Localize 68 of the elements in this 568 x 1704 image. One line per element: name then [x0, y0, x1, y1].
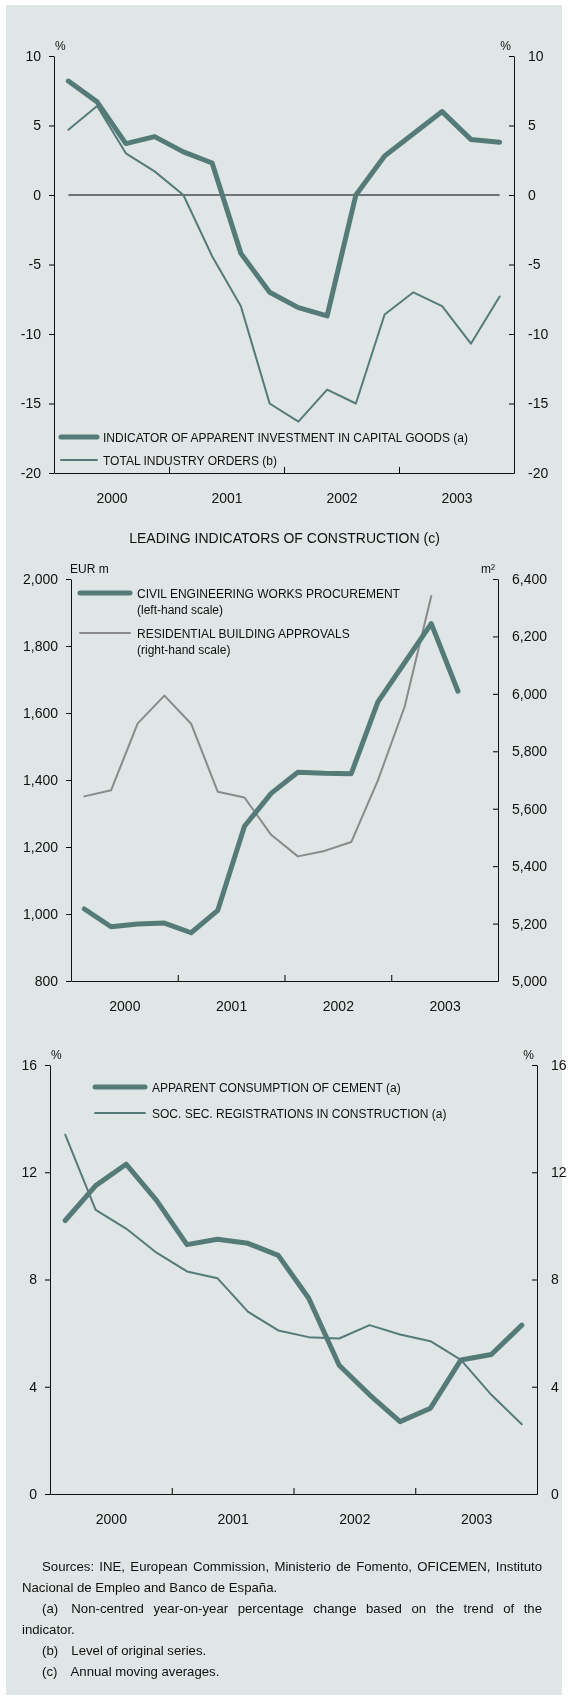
x-tick-label: 2000 — [95, 1510, 128, 1527]
y2-tick-label: 4 — [551, 1378, 559, 1395]
y-tick-label: -15 — [20, 395, 42, 412]
y-tick-label: -20 — [20, 464, 42, 481]
y2-tick-label: 5,200 — [512, 915, 548, 932]
y-tick-label: 800 — [34, 972, 59, 989]
y2-tick-label: -15 — [528, 395, 549, 412]
x-tick-label: 2002 — [326, 489, 358, 506]
y-tick-label: 1,200 — [22, 838, 59, 855]
y2-tick-label: 5,800 — [512, 743, 548, 760]
y2-tick-label: 6,000 — [512, 685, 548, 702]
legend-label: INDICATOR OF APPARENT INVESTMENT IN CAPITAL GOODS (a) — [103, 430, 468, 445]
y-axis-title: % — [51, 1048, 62, 1062]
x-tick-label: 2003 — [441, 489, 473, 506]
y-tick-label: 0 — [29, 1485, 38, 1502]
y-tick-label: -5 — [28, 256, 42, 273]
legend-label: APPARENT CONSUMPTION OF CEMENT (a) — [152, 1080, 401, 1095]
y-tick-label: 10 — [25, 47, 42, 64]
y-tick-label: 1,000 — [22, 905, 59, 922]
y2-tick-label: 0 — [528, 186, 536, 203]
x-tick-label: 2001 — [217, 1510, 249, 1527]
source-note: Sources: INE, European Commission, Ministerio de Fomento, OFICEMEN, Instituto Nacional de Empleo and Banco de España. — [22, 1558, 542, 1597]
y2-tick-label: 10 — [528, 47, 544, 64]
y-tick-label: 12 — [21, 1164, 38, 1181]
y2-tick-label: 6,400 — [512, 570, 548, 587]
y2-tick-label: 5,000 — [512, 972, 548, 989]
y-tick-label: 5 — [33, 117, 42, 134]
chart-title: LEADING INDICATORS OF CONSTRUCTION (c) — [129, 530, 440, 546]
y2-tick-label: 6,200 — [512, 628, 548, 645]
y-axis-title: EUR m — [70, 562, 109, 576]
y2-tick-label: -5 — [528, 256, 541, 273]
y2-axis-title: % — [523, 1048, 535, 1062]
y-tick-label: 1,800 — [22, 637, 59, 654]
y-tick-label: 8 — [29, 1271, 38, 1288]
legend-label: RESIDENTIAL BUILDING APPROVALS (right-hand scale) — [137, 626, 350, 657]
y2-tick-label: 12 — [551, 1164, 567, 1181]
y2-axis-title: % — [500, 39, 512, 53]
x-tick-label: 2003 — [429, 997, 461, 1014]
x-tick-label: 2000 — [109, 997, 141, 1014]
y2-tick-label: 0 — [551, 1485, 559, 1502]
y2-tick-label: 16 — [551, 1056, 567, 1073]
x-tick-label: 2000 — [96, 489, 128, 506]
x-tick-label: 2002 — [322, 997, 355, 1014]
x-tick-label: 2003 — [461, 1510, 493, 1527]
y-tick-label: 0 — [33, 186, 42, 203]
y-tick-label: 1,600 — [22, 704, 59, 721]
y2-tick-label: 8 — [551, 1271, 559, 1288]
y-tick-label: 4 — [29, 1378, 38, 1395]
y2-tick-label: 5,400 — [512, 858, 548, 875]
text: (c) Annual moving averages. — [41, 1663, 221, 1681]
legend-label: SOC. SEC. REGISTRATIONS IN CONSTRUCTION (a) — [152, 1106, 447, 1121]
y2-tick-label: -20 — [528, 464, 549, 481]
legend-label: TOTAL INDUSTRY ORDERS (b) — [103, 453, 278, 468]
y-tick-label: 2,000 — [22, 570, 59, 587]
text: (a) Non-centred year-on-year percentage change based on the trend of the indicator. — [22, 1600, 542, 1639]
legend-label: CIVIL ENGINEERING WORKS PROCUREMENT (left-hand scale) — [137, 586, 401, 617]
y2-tick-label: 5 — [528, 117, 536, 134]
text: (b) Level of original series. — [41, 1642, 208, 1660]
x-tick-label: 2001 — [211, 489, 243, 506]
y-tick-label: 1,400 — [22, 771, 59, 788]
y2-tick-label: 5,600 — [512, 800, 548, 817]
y2-axis-title: m² — [481, 562, 495, 576]
y-tick-label: 16 — [21, 1056, 38, 1073]
y2-tick-label: -10 — [528, 325, 549, 342]
x-tick-label: 2002 — [339, 1510, 371, 1527]
x-tick-label: 2001 — [216, 997, 248, 1014]
y-axis-title: % — [55, 39, 66, 53]
y-tick-label: -10 — [20, 325, 42, 342]
